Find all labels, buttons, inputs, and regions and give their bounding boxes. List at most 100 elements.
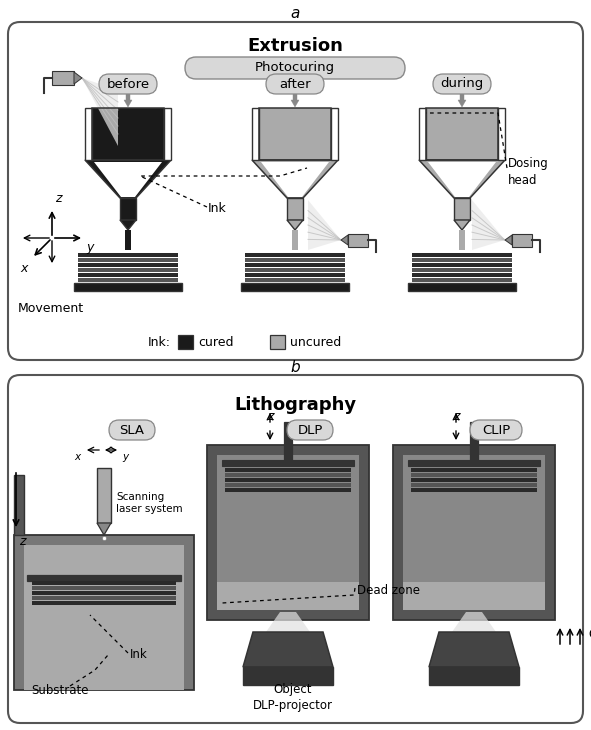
Bar <box>498 108 505 160</box>
Text: a: a <box>290 7 300 21</box>
Polygon shape <box>266 612 310 632</box>
Bar <box>245 268 345 272</box>
Text: Dosing
head: Dosing head <box>508 158 549 186</box>
Bar <box>225 488 351 491</box>
Bar <box>92 108 164 160</box>
Bar <box>284 422 292 460</box>
Bar <box>429 667 519 685</box>
Text: Photocuring: Photocuring <box>255 61 335 74</box>
Polygon shape <box>252 160 338 198</box>
Bar <box>78 273 178 277</box>
Polygon shape <box>124 94 132 107</box>
Polygon shape <box>97 523 111 535</box>
Bar <box>32 581 176 585</box>
Text: Ink: Ink <box>208 201 227 215</box>
Bar <box>217 582 359 610</box>
Text: Lithography: Lithography <box>234 396 356 414</box>
Bar <box>412 273 512 277</box>
Bar <box>14 475 24 535</box>
Text: z: z <box>19 535 25 548</box>
Text: y: y <box>86 241 93 254</box>
Polygon shape <box>308 200 341 250</box>
Bar <box>403 455 545 610</box>
Bar <box>412 278 512 282</box>
Bar <box>222 460 354 466</box>
Polygon shape <box>454 220 470 230</box>
Text: DLP: DLP <box>297 423 323 437</box>
Bar <box>252 108 259 160</box>
Bar <box>27 575 181 581</box>
Bar <box>92 108 164 160</box>
Bar <box>225 483 351 486</box>
Bar <box>78 278 178 282</box>
Bar <box>348 234 368 247</box>
Bar <box>412 268 512 272</box>
Polygon shape <box>74 72 82 84</box>
Bar <box>245 273 345 277</box>
Bar <box>97 468 111 523</box>
FancyBboxPatch shape <box>185 57 405 79</box>
Bar <box>412 258 512 261</box>
Text: Movement: Movement <box>18 301 84 315</box>
Polygon shape <box>428 162 496 197</box>
FancyBboxPatch shape <box>8 375 583 723</box>
Text: b: b <box>290 359 300 374</box>
Bar <box>32 601 176 604</box>
FancyBboxPatch shape <box>109 420 155 440</box>
Text: Ink:: Ink: <box>148 336 171 348</box>
Bar <box>270 335 285 349</box>
Bar <box>331 108 338 160</box>
Polygon shape <box>472 200 505 250</box>
Polygon shape <box>120 220 136 230</box>
Bar <box>245 278 345 282</box>
Bar <box>32 586 176 590</box>
Bar <box>78 268 178 272</box>
Bar <box>426 108 498 160</box>
Bar <box>245 253 345 256</box>
Bar <box>225 468 351 472</box>
Text: after: after <box>279 77 311 91</box>
FancyBboxPatch shape <box>287 420 333 440</box>
Polygon shape <box>452 612 496 632</box>
Text: y: y <box>122 452 128 462</box>
Bar <box>225 473 351 477</box>
Bar <box>245 263 345 266</box>
Bar <box>454 198 470 220</box>
Polygon shape <box>458 94 466 107</box>
Polygon shape <box>341 235 348 245</box>
Polygon shape <box>82 78 118 146</box>
Text: Extrusion: Extrusion <box>247 37 343 55</box>
Bar <box>411 468 537 472</box>
FancyBboxPatch shape <box>99 74 157 94</box>
Bar <box>217 455 359 610</box>
Bar <box>125 230 131 250</box>
Bar <box>411 478 537 482</box>
Bar <box>403 582 545 610</box>
Bar <box>207 445 369 620</box>
Text: x: x <box>74 452 80 462</box>
Bar <box>24 545 184 690</box>
Bar <box>178 335 193 349</box>
Polygon shape <box>261 162 329 197</box>
FancyBboxPatch shape <box>266 74 324 94</box>
Text: Dead zone: Dead zone <box>357 583 420 596</box>
Polygon shape <box>505 235 512 245</box>
Polygon shape <box>94 162 162 197</box>
Bar <box>259 108 331 160</box>
Bar <box>411 488 537 491</box>
Polygon shape <box>291 94 299 107</box>
Bar <box>408 460 540 466</box>
FancyBboxPatch shape <box>8 22 583 360</box>
Text: z: z <box>267 410 273 423</box>
Bar <box>287 198 303 220</box>
Bar <box>259 108 331 160</box>
Text: Substrate: Substrate <box>31 683 89 696</box>
Bar <box>393 445 555 620</box>
Polygon shape <box>419 160 505 198</box>
Polygon shape <box>243 632 333 667</box>
Text: Object
DLP-projector: Object DLP-projector <box>253 683 333 712</box>
Bar <box>412 263 512 266</box>
Text: z: z <box>55 192 61 205</box>
Text: SLA: SLA <box>119 423 145 437</box>
Bar <box>78 258 178 261</box>
